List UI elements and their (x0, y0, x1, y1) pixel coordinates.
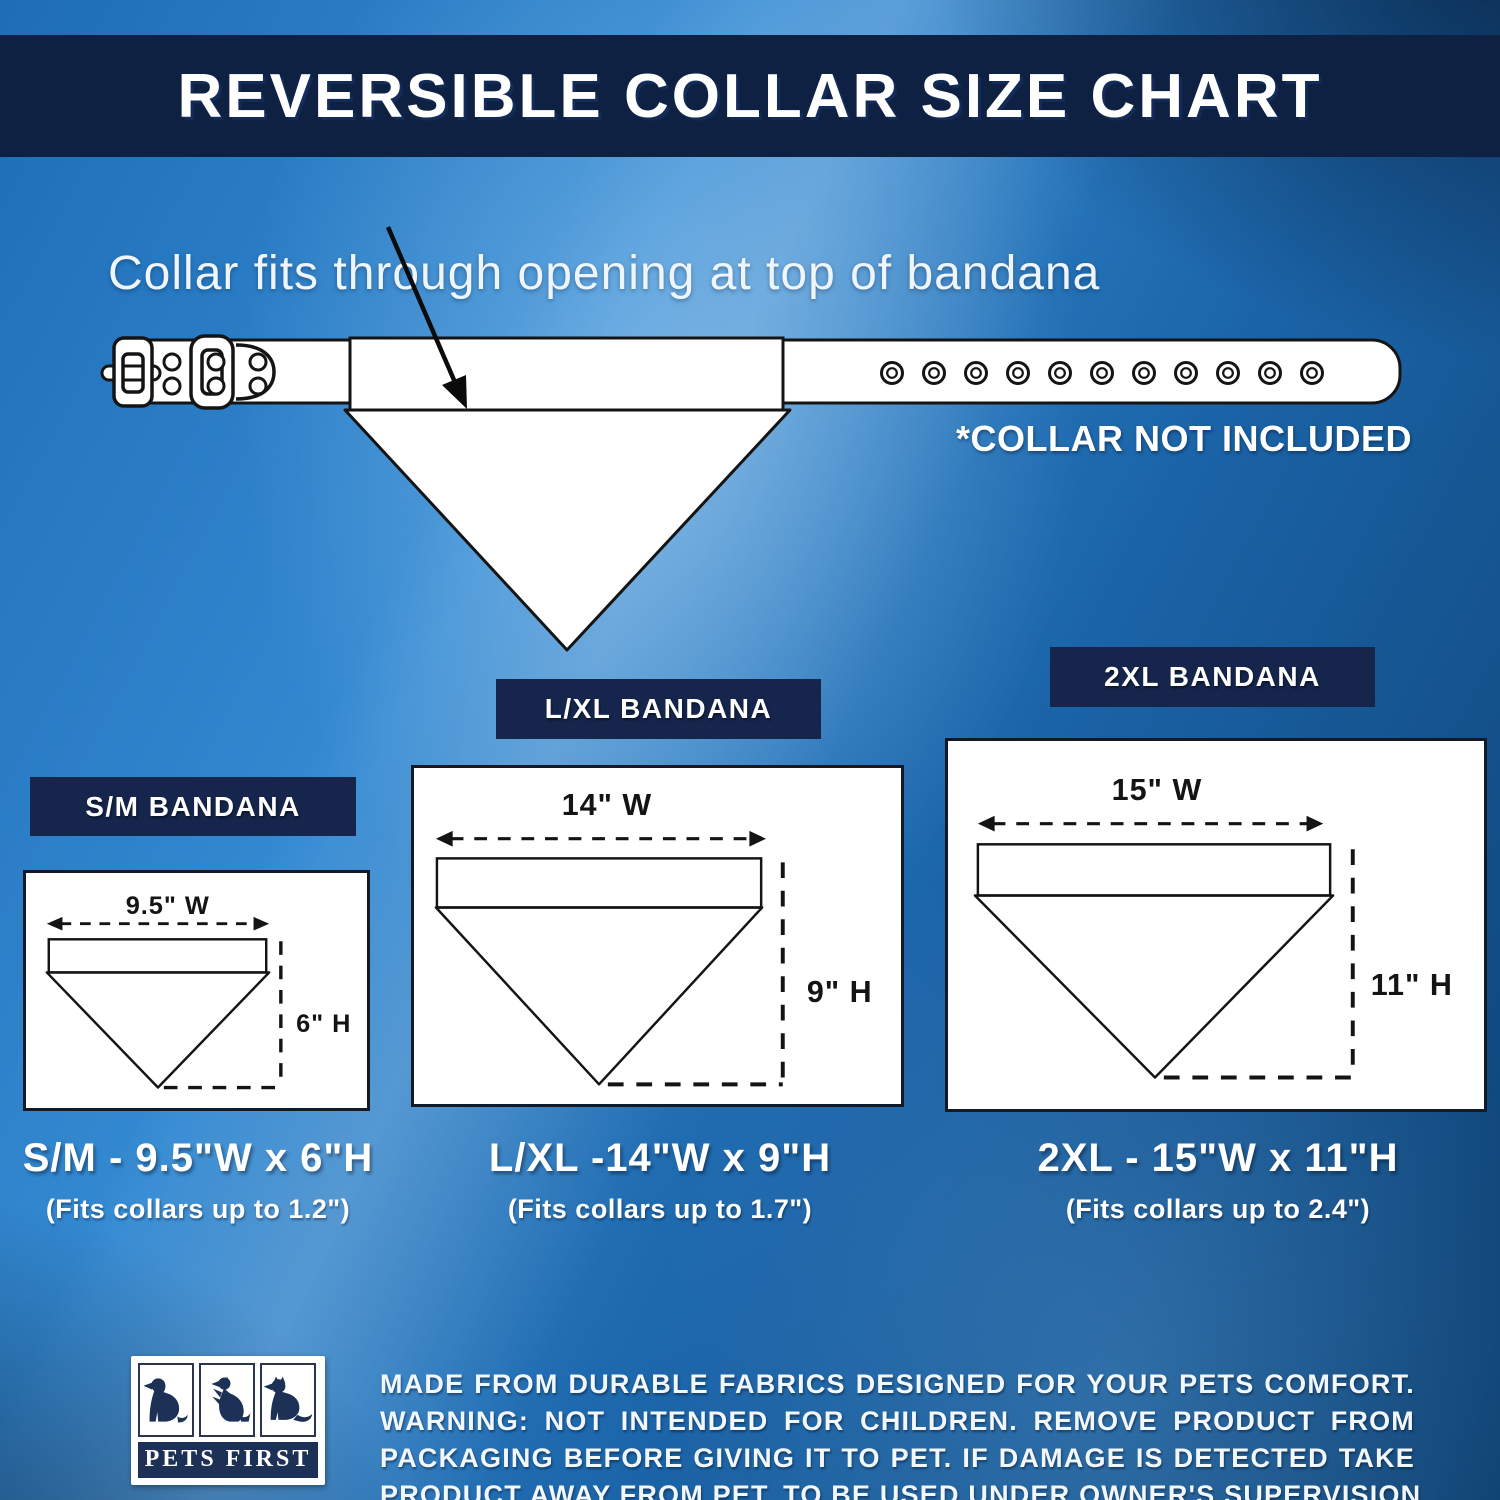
2xl-height-label: 11" H (1371, 968, 1453, 1002)
panel-header-lxl-label: L/XL BANDANA (544, 693, 773, 724)
caption-2xl-fits: (Fits collars up to 2.4") (1065, 1194, 1371, 1224)
lxl-height-label: 9" H (807, 975, 873, 1009)
title-band: REVERSIBLE COLLAR SIZE CHART (0, 35, 1500, 157)
logo-dog-panels (138, 1363, 318, 1437)
dog-begging-icon (199, 1363, 255, 1437)
2xl-bandana-band (976, 843, 1332, 897)
sm-width-label: 9.5" W (126, 892, 210, 920)
sm-height-label: 6" H (296, 1010, 351, 1038)
caption-2xl: 2XL - 15"W x 11"H (Fits collars up to 2.… (1028, 1136, 1408, 1225)
sm-bandana-triangle (45, 971, 271, 1089)
lxl-bandana-triangle (434, 906, 764, 1086)
panel-2xl: 15" W 11" H (945, 738, 1487, 1112)
bandana-triangle (343, 408, 792, 652)
2xl-width-label: 15" W (1112, 773, 1203, 807)
collar-diagram (100, 226, 1402, 652)
page-title: REVERSIBLE COLLAR SIZE CHART (177, 61, 1323, 131)
panel-sm-diagram: 9.5" W 6" H (45, 892, 351, 1090)
panel-2xl-diagram: 15" W 11" H (973, 773, 1453, 1080)
panel-header-sm-label: S/M BANDANA (85, 790, 301, 822)
caption-lxl-size: L/XL -14"W x 9"H (488, 1136, 832, 1180)
caption-sm-size: S/M - 9.5"W x 6"H (22, 1136, 374, 1180)
collar-buckle-icon (100, 334, 276, 410)
disclaimer-line: PRODUCT AWAY FROM PET. TO BE USED UNDER … (380, 1480, 1431, 1500)
2xl-width-arrow (977, 815, 1324, 832)
2xl-bandana-triangle (973, 894, 1335, 1079)
caption-2xl-size: 2XL - 15"W x 11"H (1037, 1136, 1399, 1180)
collar-eyelets (880, 361, 1324, 385)
disclaimer-line: MADE FROM DURABLE FABRICS DESIGNED FOR Y… (380, 1369, 1415, 1399)
lxl-width-label: 14" W (562, 788, 652, 822)
disclaimer-line: PACKAGING BEFORE GIVING IT TO PET. IF DA… (380, 1443, 1415, 1473)
disclaimer-line: WARNING: NOT INTENDED FOR CHILDREN. REMO… (380, 1406, 1415, 1436)
sm-width-arrow (46, 916, 270, 931)
pointer-arrow-icon (385, 226, 467, 409)
dog-shepherd-icon (260, 1363, 316, 1437)
lxl-width-arrow (435, 830, 767, 847)
panel-sm: 9.5" W 6" H (23, 870, 370, 1111)
panel-header-2xl-label: 2XL BANDANA (1104, 661, 1321, 692)
pets-first-logo: PETS FIRST (131, 1356, 325, 1485)
bandana-sleeve (348, 336, 785, 412)
panel-header-lxl: L/XL BANDANA (496, 679, 821, 739)
collar-not-included-note: *COLLAR NOT INCLUDED (956, 418, 1412, 459)
collar-adjust-holes (162, 352, 268, 396)
tagline-text: Collar fits through opening at top of ba… (108, 247, 1101, 300)
caption-sm: S/M - 9.5"W x 6"H (Fits collars up to 1.… (8, 1136, 388, 1225)
sm-bandana-band (47, 938, 268, 974)
panel-header-sm: S/M BANDANA (30, 777, 356, 836)
panel-header-2xl: 2XL BANDANA (1050, 647, 1375, 707)
lxl-bandana-band (435, 857, 763, 909)
dog-sitting-icon (138, 1363, 194, 1437)
disclaimer-text: MADE FROM DURABLE FABRICS DESIGNED FOR Y… (380, 1366, 1431, 1500)
logo-wordmark: PETS FIRST (138, 1442, 318, 1478)
caption-sm-fits: (Fits collars up to 1.2") (45, 1194, 351, 1224)
caption-lxl: L/XL -14"W x 9"H (Fits collars up to 1.7… (470, 1136, 850, 1225)
caption-lxl-fits: (Fits collars up to 1.7") (507, 1194, 813, 1224)
panel-lxl: 14" W 9" H (411, 765, 904, 1107)
panel-lxl-diagram: 14" W 9" H (434, 788, 873, 1087)
